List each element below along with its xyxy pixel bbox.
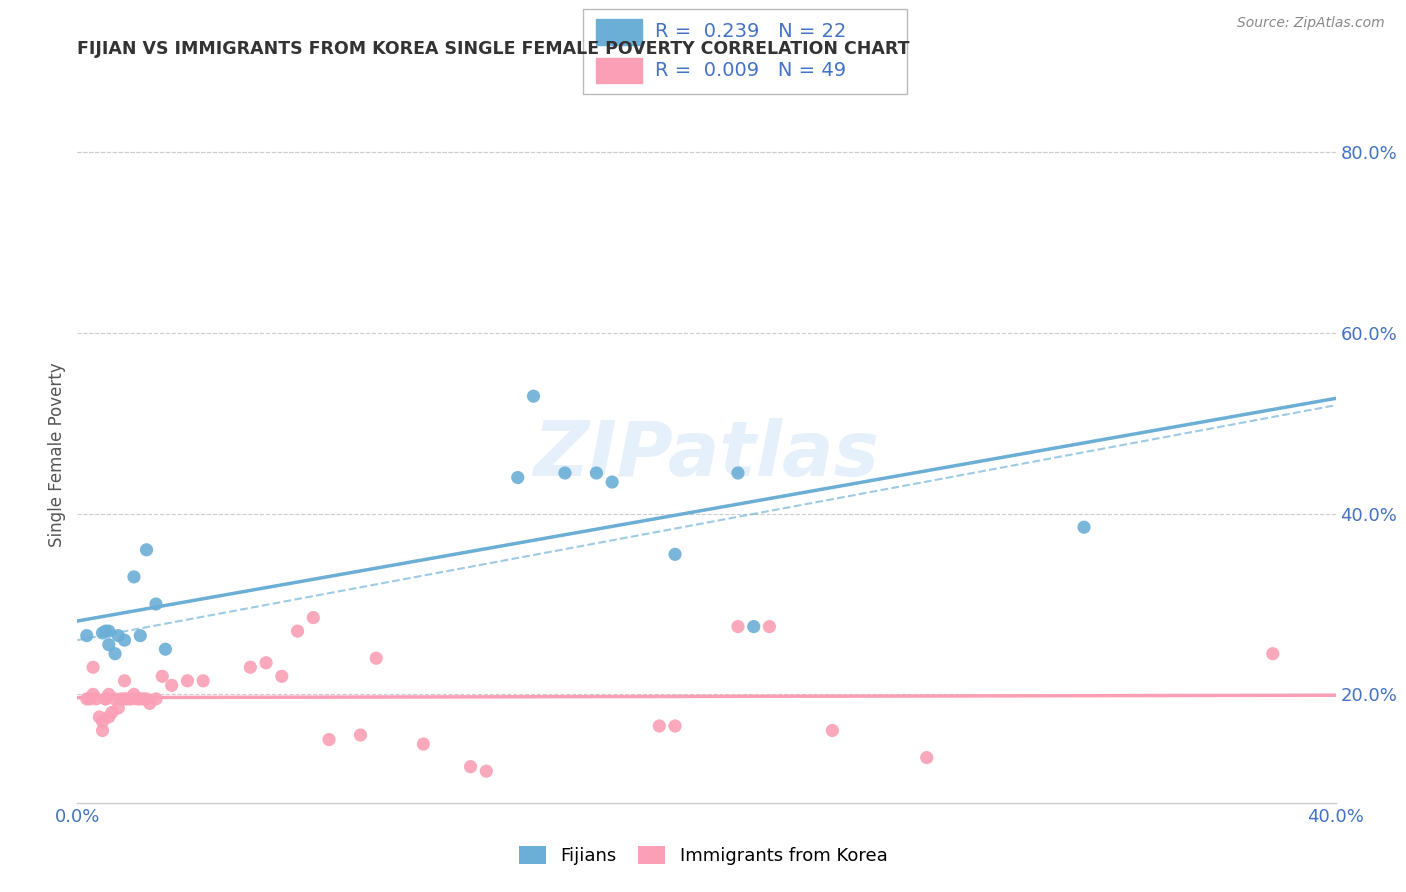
FancyBboxPatch shape (583, 9, 907, 94)
Point (82, 687, 104, 701)
Point (742, 619, 765, 633)
Point (91, 714, 114, 729)
Point (600, 475, 623, 489)
Point (302, 610, 325, 624)
Legend: Fijians, Immigrants from Korea: Fijians, Immigrants from Korea (509, 837, 897, 874)
Point (114, 692, 136, 706)
Point (127, 692, 149, 706)
Point (101, 706, 124, 720)
Point (94, 692, 117, 706)
Point (648, 719, 671, 733)
Point (84, 692, 107, 706)
Point (79, 692, 101, 706)
Point (176, 673, 198, 688)
Point (1073, 520, 1095, 534)
Point (318, 732, 340, 747)
Point (191, 673, 215, 688)
Point (727, 619, 749, 633)
Text: R =  0.239   N = 22: R = 0.239 N = 22 (655, 22, 846, 41)
Point (122, 570, 145, 584)
Point (91, 626, 114, 640)
Point (104, 647, 127, 661)
Point (76, 692, 98, 706)
Point (132, 692, 155, 706)
Point (97, 710, 120, 724)
Point (104, 692, 127, 706)
Point (915, 750, 938, 764)
Point (117, 692, 139, 706)
Point (150, 669, 173, 683)
Bar (596, 19, 641, 45)
Text: Source: ZipAtlas.com: Source: ZipAtlas.com (1237, 16, 1385, 30)
Point (114, 633, 136, 648)
Point (89, 710, 111, 724)
Point (664, 547, 686, 561)
Point (94, 692, 117, 706)
Point (82, 660, 104, 674)
Point (366, 651, 388, 665)
Point (91, 723, 114, 738)
Point (97, 687, 120, 701)
Point (554, 466, 576, 480)
Y-axis label: Single Female Poverty: Single Female Poverty (48, 363, 66, 547)
Point (821, 723, 844, 738)
Point (1261, 647, 1284, 661)
Point (135, 542, 157, 557)
Point (110, 692, 132, 706)
Point (120, 692, 142, 706)
Point (506, 470, 529, 484)
Text: FIJIAN VS IMMIGRANTS FROM KOREA SINGLE FEMALE POVERTY CORRELATION CHART: FIJIAN VS IMMIGRANTS FROM KOREA SINGLE F… (77, 40, 910, 58)
Point (129, 629, 152, 643)
Point (460, 759, 482, 773)
Point (94, 624, 117, 639)
Point (522, 389, 544, 403)
Point (129, 692, 152, 706)
Point (254, 656, 277, 670)
Point (107, 629, 129, 643)
Point (239, 660, 262, 674)
Point (97, 624, 120, 639)
Point (160, 678, 183, 692)
Point (727, 466, 749, 480)
Point (664, 719, 686, 733)
Point (412, 737, 434, 751)
Point (155, 642, 177, 657)
Point (475, 764, 498, 779)
Point (758, 619, 780, 633)
Point (135, 692, 157, 706)
Point (107, 701, 129, 715)
Point (270, 669, 292, 683)
Text: R =  0.009   N = 49: R = 0.009 N = 49 (655, 62, 846, 80)
Bar (596, 58, 641, 84)
Point (585, 466, 607, 480)
Point (287, 624, 309, 639)
Point (145, 692, 167, 706)
Point (349, 728, 371, 742)
Point (97, 638, 120, 652)
Point (145, 597, 167, 611)
Text: ZIPatlas: ZIPatlas (533, 418, 880, 491)
Point (138, 697, 160, 711)
Point (122, 687, 145, 701)
Point (76, 629, 98, 643)
Point (114, 673, 136, 688)
